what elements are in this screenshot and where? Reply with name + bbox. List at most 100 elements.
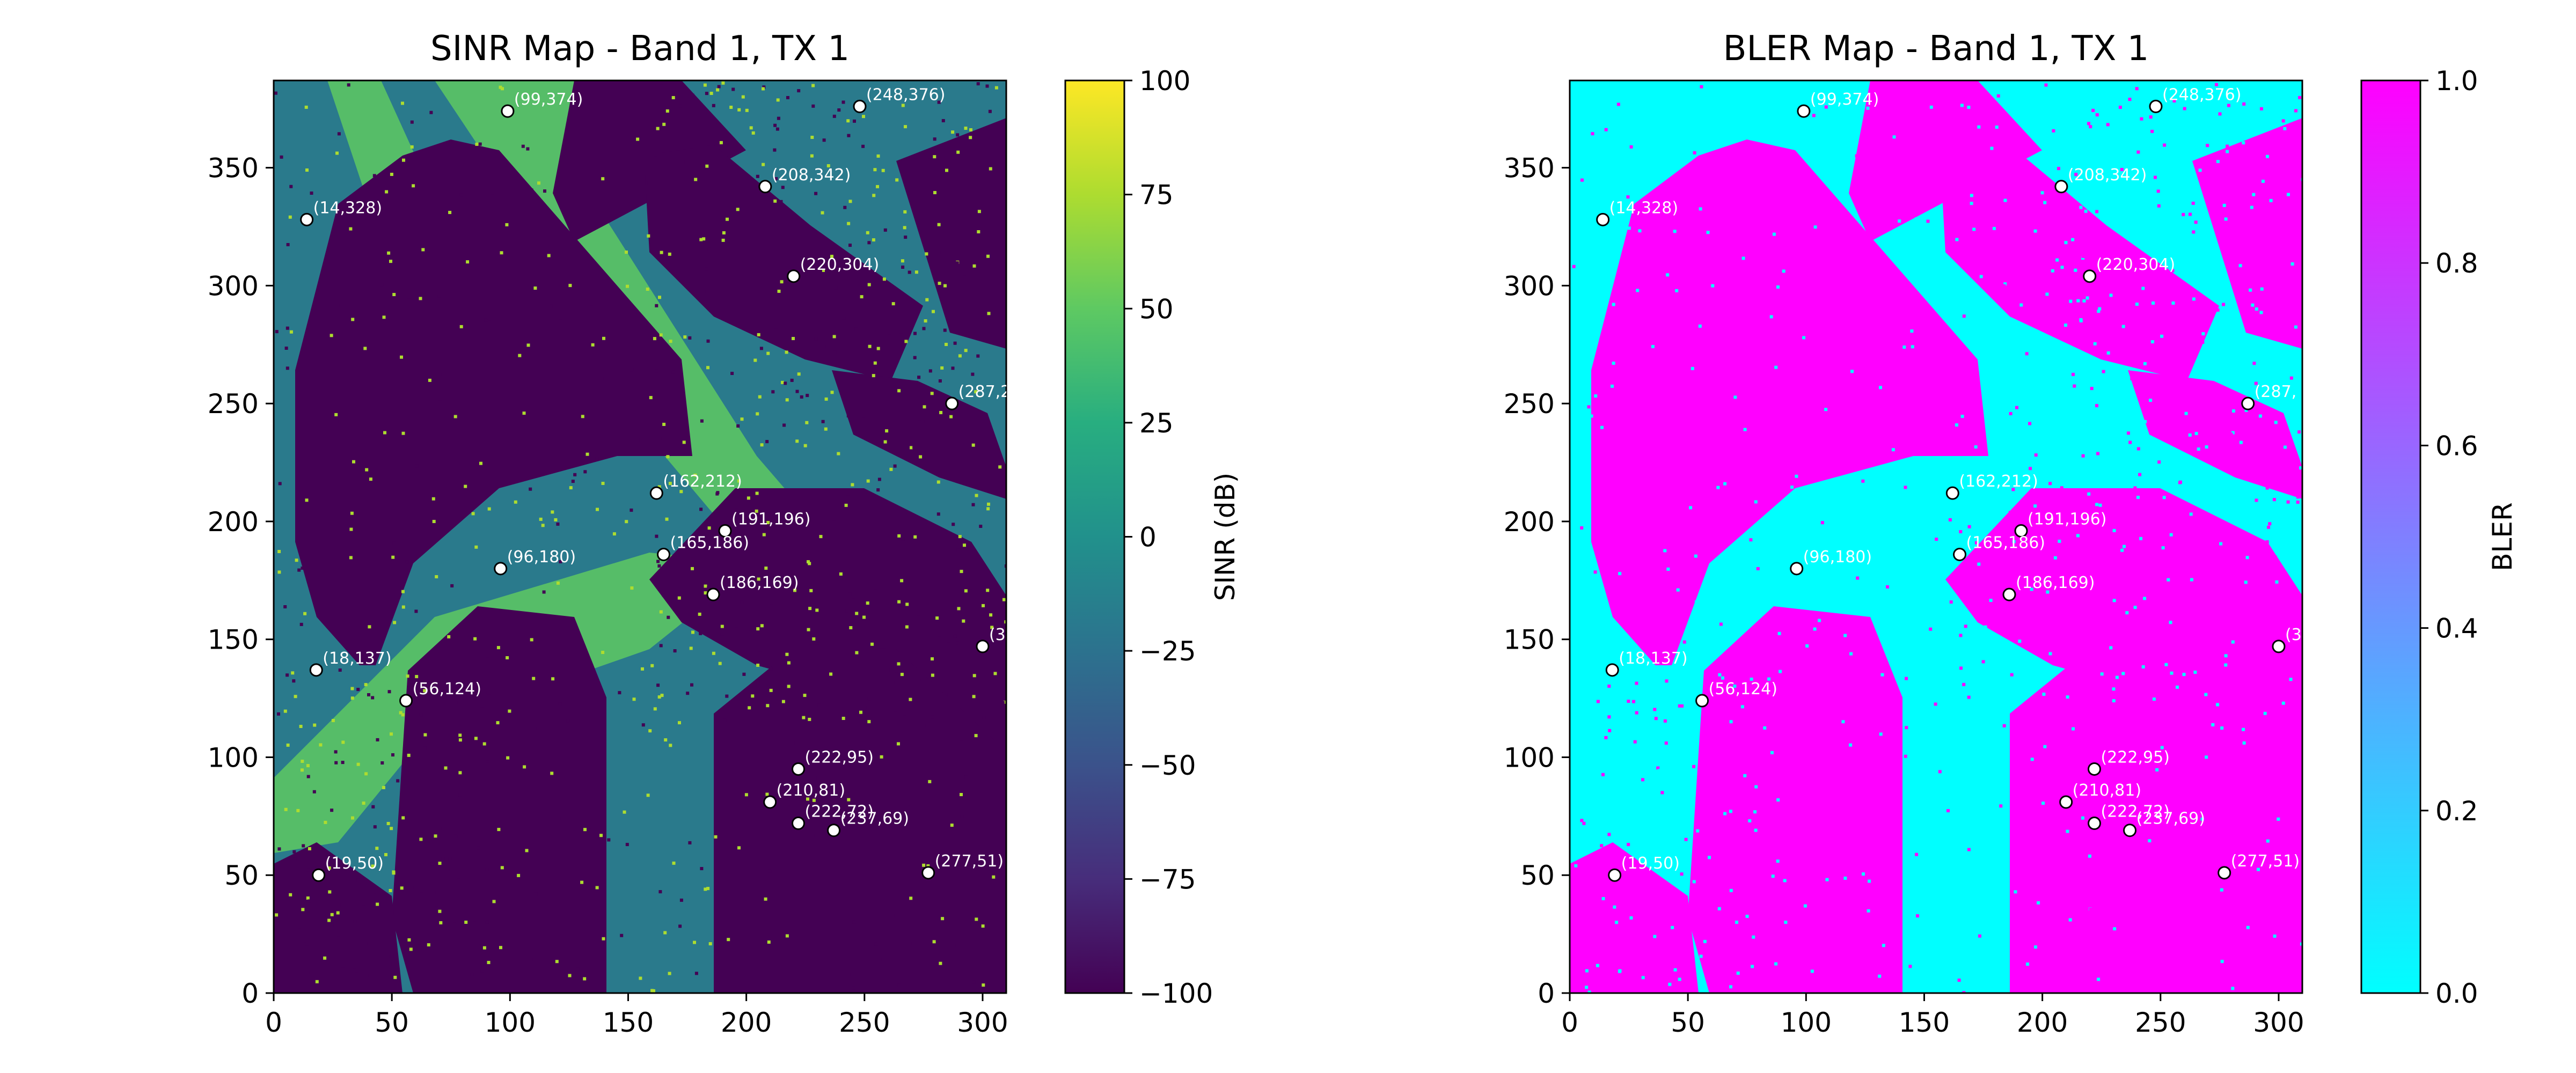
marker-label: (186,169) [720, 574, 799, 592]
colorbar [2360, 79, 2421, 994]
location-marker [1797, 104, 1811, 118]
y-tick-label: 50 [1520, 860, 1555, 891]
y-tick-label: 200 [1504, 506, 1555, 538]
y-tick-label: 350 [208, 153, 259, 184]
location-marker [309, 663, 323, 677]
y-tick-label: 150 [1504, 624, 1555, 656]
axes-frame [1569, 79, 2303, 994]
marker-label: (222,95) [805, 748, 874, 767]
x-tick-label: 200 [2017, 1007, 2068, 1038]
heatmap-image [274, 80, 1006, 993]
marker-label: (220,304) [2096, 255, 2175, 274]
heatmap-image [1570, 80, 2302, 993]
colorbar-tick-label: 0.0 [2435, 978, 2478, 1009]
location-marker [494, 562, 508, 576]
location-marker [2218, 866, 2231, 880]
location-marker [2059, 795, 2073, 809]
marker-label: (18,137) [1619, 649, 1687, 668]
marker-label: (248,376) [866, 85, 945, 104]
y-tick-label: 0 [241, 978, 259, 1009]
marker-label: (162,212) [1959, 472, 2038, 491]
location-marker [758, 180, 772, 194]
colorbar-tick-label: −75 [1139, 864, 1196, 895]
marker-label: (3 [2285, 626, 2302, 644]
colorbar-tick-label: 75 [1139, 180, 1174, 211]
location-marker [1790, 562, 1804, 576]
location-marker [1608, 868, 1622, 882]
x-tick-label: 0 [265, 1007, 282, 1038]
colorbar-tick-label: 100 [1139, 65, 1190, 97]
marker-label: (237,69) [840, 810, 909, 828]
location-marker [706, 587, 720, 601]
y-tick-label: 300 [1504, 270, 1555, 302]
y-tick-label: 250 [1504, 388, 1555, 420]
marker-label: (165,186) [670, 533, 749, 552]
colorbar-tick-label: 1.0 [2435, 65, 2478, 97]
location-marker [763, 795, 777, 809]
x-tick-label: 300 [957, 1007, 1008, 1038]
x-tick-label: 0 [1561, 1007, 1578, 1038]
location-marker [2241, 396, 2255, 410]
marker-label: (19,50) [1621, 854, 1680, 873]
location-marker [853, 99, 867, 113]
x-tick-label: 250 [839, 1007, 890, 1038]
colorbar-label: BLER [2487, 502, 2518, 571]
chart-title: SINR Map - Band 1, TX 1 [430, 29, 850, 69]
marker-label: (248,376) [2162, 85, 2241, 104]
x-tick-label: 200 [721, 1007, 772, 1038]
location-marker [2088, 817, 2102, 831]
y-tick-label: 250 [208, 388, 259, 420]
marker-label: (277,51) [935, 852, 1004, 871]
marker-label: (96,180) [507, 548, 576, 567]
y-tick-label: 200 [208, 506, 259, 538]
location-marker [300, 212, 314, 226]
colorbar-tick-label: −100 [1139, 978, 1213, 1009]
y-tick-label: 50 [224, 860, 259, 891]
marker-label: (165,186) [1966, 533, 2045, 552]
colorbar-tick-label: 0.6 [2435, 430, 2478, 461]
marker-label: (18,137) [323, 649, 391, 668]
y-tick-label: 150 [208, 624, 259, 656]
x-tick-label: 150 [1899, 1007, 1950, 1038]
location-marker [2014, 524, 2028, 538]
y-tick-label: 350 [1504, 153, 1555, 184]
marker-label: (208,342) [772, 166, 851, 185]
y-tick-label: 300 [208, 270, 259, 302]
location-marker [1953, 547, 1967, 561]
location-marker [792, 817, 806, 831]
x-tick-label: 100 [485, 1007, 536, 1038]
markers: (99,374) (248,376) (208,342) (14,328) (220,3… [300, 85, 1006, 882]
location-marker [2123, 824, 2137, 837]
sinr-panel: SINR Map - Band 1, TX 1 0 50 100 150 200 250 30… [208, 29, 1241, 1038]
y-tick-label: 0 [1538, 978, 1555, 1009]
location-marker [2272, 640, 2286, 653]
location-marker [718, 524, 732, 538]
marker-label: (222,95) [2101, 748, 2170, 767]
marker-label: (220,304) [800, 255, 879, 274]
location-marker [976, 640, 990, 653]
colorbar-tick-label: 0 [1139, 522, 1157, 553]
colorbar-tick-label: 0.4 [2435, 613, 2478, 644]
x-tick-label: 250 [2135, 1007, 2186, 1038]
marker-label: (162,212) [663, 472, 742, 491]
marker-label: (99,374) [1810, 90, 1879, 109]
colorbar-tick-label: 50 [1139, 293, 1174, 325]
marker-label: (222,72) [2101, 803, 2170, 821]
x-tick-label: 50 [375, 1007, 409, 1038]
marker-label: (237,69) [2136, 810, 2205, 828]
location-marker [787, 269, 801, 283]
marker-label: (14,328) [313, 199, 382, 217]
location-marker [945, 396, 959, 410]
marker-label: (56,124) [413, 680, 481, 699]
marker-label: (186,169) [2016, 574, 2095, 592]
location-marker [2088, 762, 2102, 776]
y-tick-label: 100 [1504, 742, 1555, 773]
markers: (99,374) (248,376) (208,342) (14,328) (220,3… [1596, 85, 2302, 882]
x-tick-label: 100 [1781, 1007, 1832, 1038]
colorbar-label: SINR (dB) [1210, 473, 1241, 601]
location-marker [501, 104, 515, 118]
marker-label: (3 [989, 626, 1006, 644]
location-marker [1695, 694, 1709, 708]
location-marker [921, 866, 935, 880]
